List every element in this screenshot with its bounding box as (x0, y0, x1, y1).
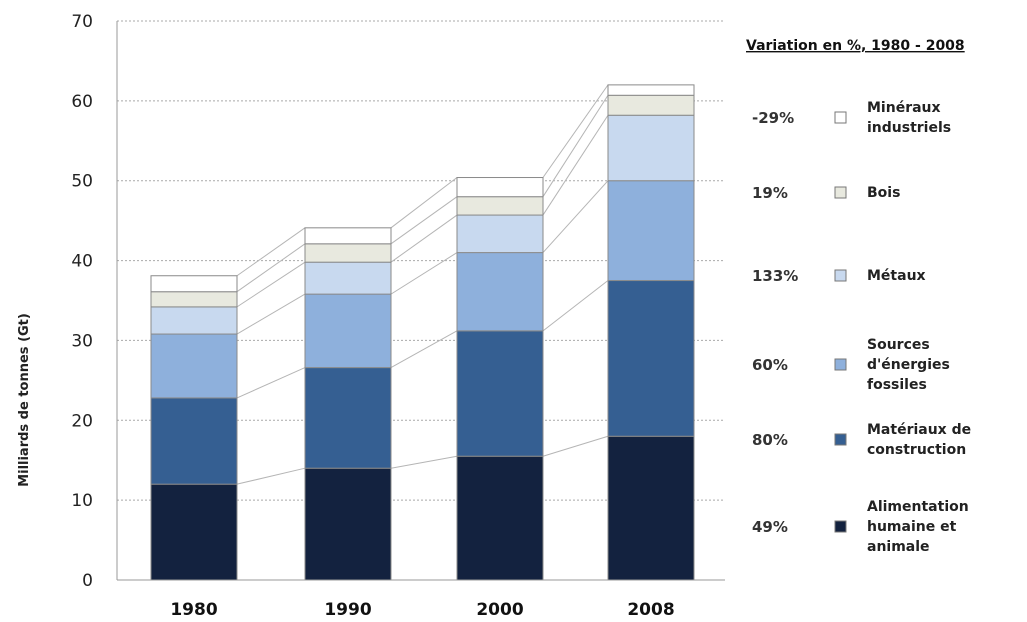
connector-line (542, 84, 609, 178)
y-axis-label: Milliards de tonnes (Gt) (17, 313, 32, 487)
x-tick-label: 1990 (324, 600, 371, 620)
bar-segment (304, 467, 392, 581)
connector-line (236, 367, 306, 399)
legend-swatch (834, 433, 847, 446)
legend-variation: 133% (752, 267, 798, 285)
legend-variation: 19% (752, 184, 788, 202)
bar-segment (456, 177, 544, 198)
bar-segment (150, 333, 238, 399)
legend-variation: 49% (752, 518, 788, 536)
legend-label: Minéraux (867, 100, 941, 116)
legend-label: Bois (867, 185, 900, 201)
bar-segment (150, 291, 238, 308)
bar-segment (456, 330, 544, 457)
x-tick-label: 2008 (627, 600, 674, 620)
y-axis: 0 10 20 30 40 50 60 70 (71, 12, 118, 591)
y-tick-label: 70 (71, 12, 93, 32)
bar-segment (607, 114, 695, 182)
legend-swatch (834, 520, 847, 533)
legend-swatch (834, 358, 847, 371)
connector-line (236, 243, 306, 293)
connector-lines (236, 84, 609, 485)
bar-segment (456, 214, 544, 254)
legend-title: Variation en %, 1980 - 2008 (746, 38, 965, 54)
bar-segment (150, 397, 238, 485)
connector-line (542, 180, 609, 253)
bar-segment (456, 196, 544, 216)
connector-line (542, 114, 609, 216)
connector-line (236, 293, 306, 335)
y-tick-label: 30 (71, 331, 93, 351)
legend: Variation en %, 1980 - 2008 49% Alimentat… (746, 38, 971, 555)
legend-label: industriels (867, 120, 951, 136)
bar-segment (607, 84, 695, 96)
legend-label: d'énergies (867, 357, 950, 373)
connector-line (542, 280, 609, 332)
connector-line (236, 261, 306, 308)
legend-variation: 60% (752, 356, 788, 374)
connector-line (390, 196, 458, 245)
connector-line (390, 214, 458, 263)
bar-segment (304, 367, 392, 469)
x-axis: 1980 1990 2000 2008 (117, 579, 725, 620)
bar-segment (150, 483, 238, 581)
x-tick-label: 2000 (476, 600, 523, 620)
bar-segment (456, 455, 544, 581)
x-tick-label: 1980 (170, 600, 217, 620)
legend-variation: -29% (752, 109, 794, 127)
legend-label: fossiles (867, 377, 927, 393)
connector-line (390, 177, 458, 229)
legend-label: Sources (867, 337, 930, 353)
y-tick-label: 0 (82, 571, 93, 591)
bar-segment (304, 261, 392, 295)
connector-line (236, 467, 306, 485)
legend-label: humaine et (867, 519, 957, 535)
bar-segment (607, 435, 695, 581)
bar-segment (304, 293, 392, 369)
bar-segment (304, 243, 392, 263)
bar-segment (607, 180, 695, 282)
bar-segment (607, 280, 695, 437)
legend-variation: 80% (752, 431, 788, 449)
y-tick-label: 10 (71, 491, 93, 511)
bar-segment (456, 252, 544, 332)
legend-label: construction (867, 442, 966, 458)
legend-swatch (834, 186, 847, 199)
connector-line (236, 227, 306, 277)
y-tick-label: 50 (71, 172, 93, 192)
y-tick-label: 60 (71, 92, 93, 112)
bar-segment (150, 306, 238, 335)
legend-label: Métaux (867, 268, 926, 284)
bar-segment (150, 275, 238, 293)
bar-segment (304, 227, 392, 245)
connector-line (542, 435, 609, 457)
legend-label: Matériaux de (867, 422, 971, 438)
y-tick-label: 40 (71, 252, 93, 272)
legend-label: animale (867, 539, 930, 555)
bar-segment (607, 94, 695, 116)
legend-swatch (834, 111, 847, 124)
connector-line (542, 94, 609, 197)
bars (150, 84, 695, 581)
connector-line (390, 252, 458, 295)
legend-label: Alimentation (867, 499, 969, 515)
connector-line (390, 455, 458, 469)
y-tick-label: 20 (71, 411, 93, 431)
legend-swatch (834, 269, 847, 282)
connector-line (390, 330, 458, 369)
